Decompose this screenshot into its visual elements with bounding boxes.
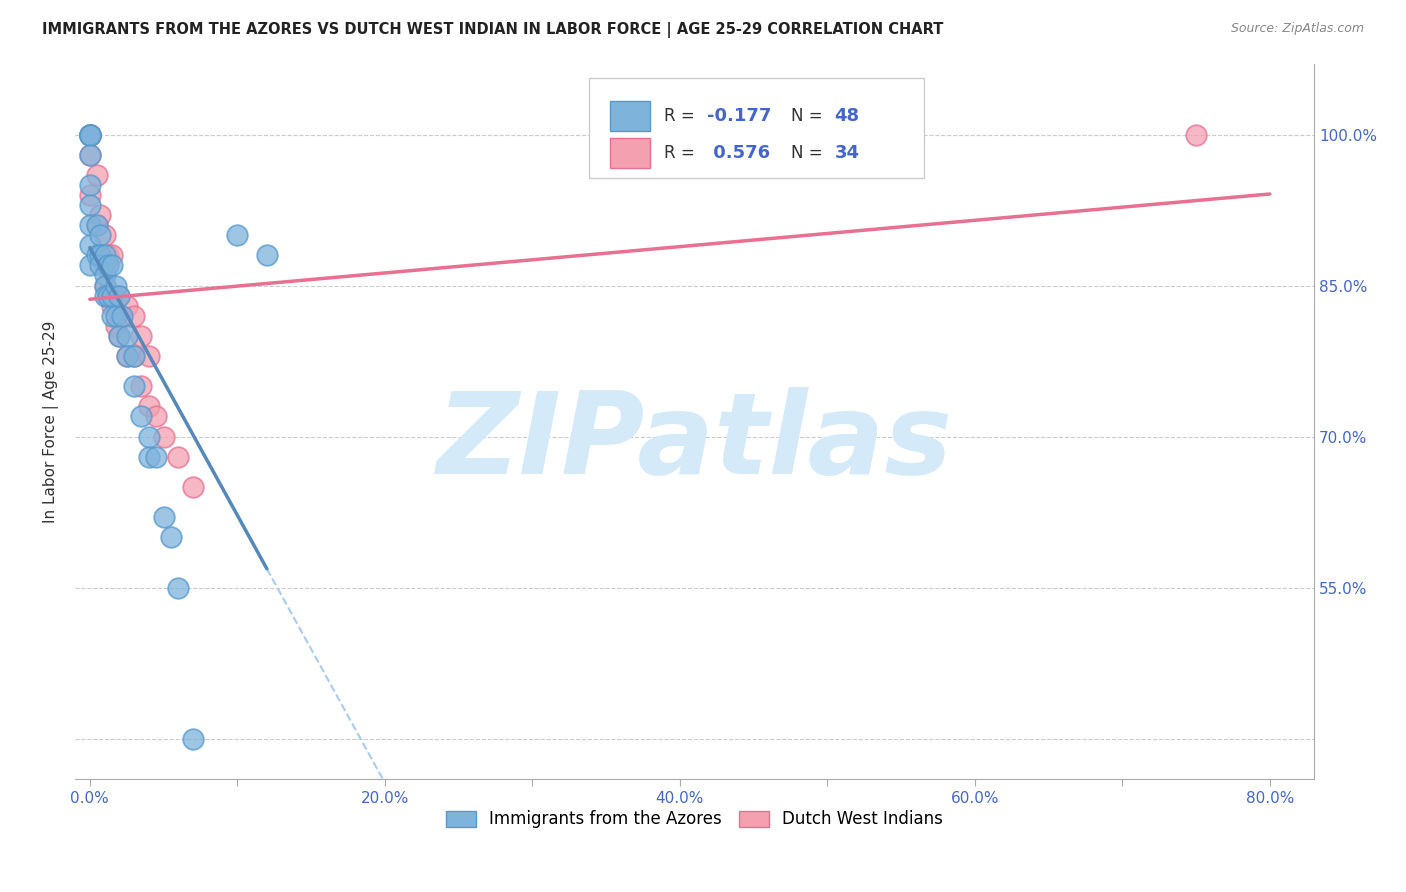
- Point: [79, 128, 101, 142]
- Point: [93, 288, 115, 302]
- Point: [152, 429, 174, 443]
- Point: [108, 288, 131, 302]
- Point: [131, 379, 153, 393]
- Point: [122, 309, 145, 323]
- Point: [111, 309, 134, 323]
- Point: [79, 218, 101, 232]
- Point: [256, 248, 278, 262]
- Text: R =: R =: [664, 107, 700, 125]
- Point: [152, 510, 174, 524]
- Point: [181, 731, 204, 746]
- Point: [138, 349, 160, 363]
- Point: [89, 259, 111, 273]
- Point: [167, 450, 190, 464]
- Point: [131, 409, 153, 424]
- Point: [115, 349, 138, 363]
- Point: [101, 288, 124, 302]
- Point: [101, 299, 124, 313]
- Point: [122, 349, 145, 363]
- Text: N =: N =: [792, 145, 828, 162]
- Point: [86, 218, 108, 232]
- Point: [86, 248, 108, 262]
- Point: [89, 208, 111, 222]
- Point: [131, 329, 153, 343]
- Point: [145, 450, 167, 464]
- Point: [79, 259, 101, 273]
- Point: [79, 128, 101, 142]
- Point: [122, 379, 145, 393]
- Point: [79, 147, 101, 161]
- Point: [79, 128, 101, 142]
- Point: [93, 278, 115, 293]
- Point: [138, 450, 160, 464]
- Text: R =: R =: [664, 145, 700, 162]
- Point: [1185, 128, 1208, 142]
- Point: [93, 248, 115, 262]
- Point: [86, 168, 108, 182]
- Point: [79, 128, 101, 142]
- Bar: [610, 101, 650, 131]
- Point: [93, 259, 115, 273]
- Point: [96, 259, 118, 273]
- Point: [79, 128, 101, 142]
- Text: ZIPatlas: ZIPatlas: [436, 387, 953, 499]
- Point: [93, 228, 115, 243]
- Point: [108, 329, 131, 343]
- Point: [101, 248, 124, 262]
- Text: 34: 34: [835, 145, 859, 162]
- Point: [89, 248, 111, 262]
- Point: [138, 400, 160, 414]
- Point: [96, 288, 118, 302]
- Text: 48: 48: [835, 107, 859, 125]
- Point: [101, 259, 124, 273]
- Text: IMMIGRANTS FROM THE AZORES VS DUTCH WEST INDIAN IN LABOR FORCE | AGE 25-29 CORRE: IMMIGRANTS FROM THE AZORES VS DUTCH WEST…: [42, 22, 943, 38]
- Point: [96, 288, 118, 302]
- Point: [101, 309, 124, 323]
- Point: [105, 318, 128, 333]
- Point: [79, 188, 101, 202]
- Point: [79, 238, 101, 252]
- Point: [181, 480, 204, 494]
- Point: [145, 409, 167, 424]
- Point: [105, 309, 128, 323]
- Point: [115, 299, 138, 313]
- Point: [108, 288, 131, 302]
- Point: [105, 288, 128, 302]
- Y-axis label: In Labor Force | Age 25-29: In Labor Force | Age 25-29: [44, 320, 59, 523]
- FancyBboxPatch shape: [589, 78, 924, 178]
- Point: [115, 329, 138, 343]
- Bar: [610, 138, 650, 169]
- Text: -0.177: -0.177: [707, 107, 772, 125]
- Point: [89, 248, 111, 262]
- Text: 0.576: 0.576: [707, 145, 770, 162]
- Point: [138, 429, 160, 443]
- Point: [86, 218, 108, 232]
- Point: [108, 329, 131, 343]
- Point: [79, 178, 101, 192]
- Point: [79, 198, 101, 212]
- Text: Source: ZipAtlas.com: Source: ZipAtlas.com: [1230, 22, 1364, 36]
- Point: [115, 349, 138, 363]
- Point: [79, 147, 101, 161]
- Point: [93, 268, 115, 283]
- Text: N =: N =: [792, 107, 828, 125]
- Legend: Immigrants from the Azores, Dutch West Indians: Immigrants from the Azores, Dutch West I…: [440, 804, 949, 835]
- Point: [167, 581, 190, 595]
- Point: [122, 349, 145, 363]
- Point: [160, 530, 183, 544]
- Point: [79, 128, 101, 142]
- Point: [105, 278, 128, 293]
- Point: [96, 248, 118, 262]
- Point: [226, 228, 249, 243]
- Point: [89, 228, 111, 243]
- Point: [93, 278, 115, 293]
